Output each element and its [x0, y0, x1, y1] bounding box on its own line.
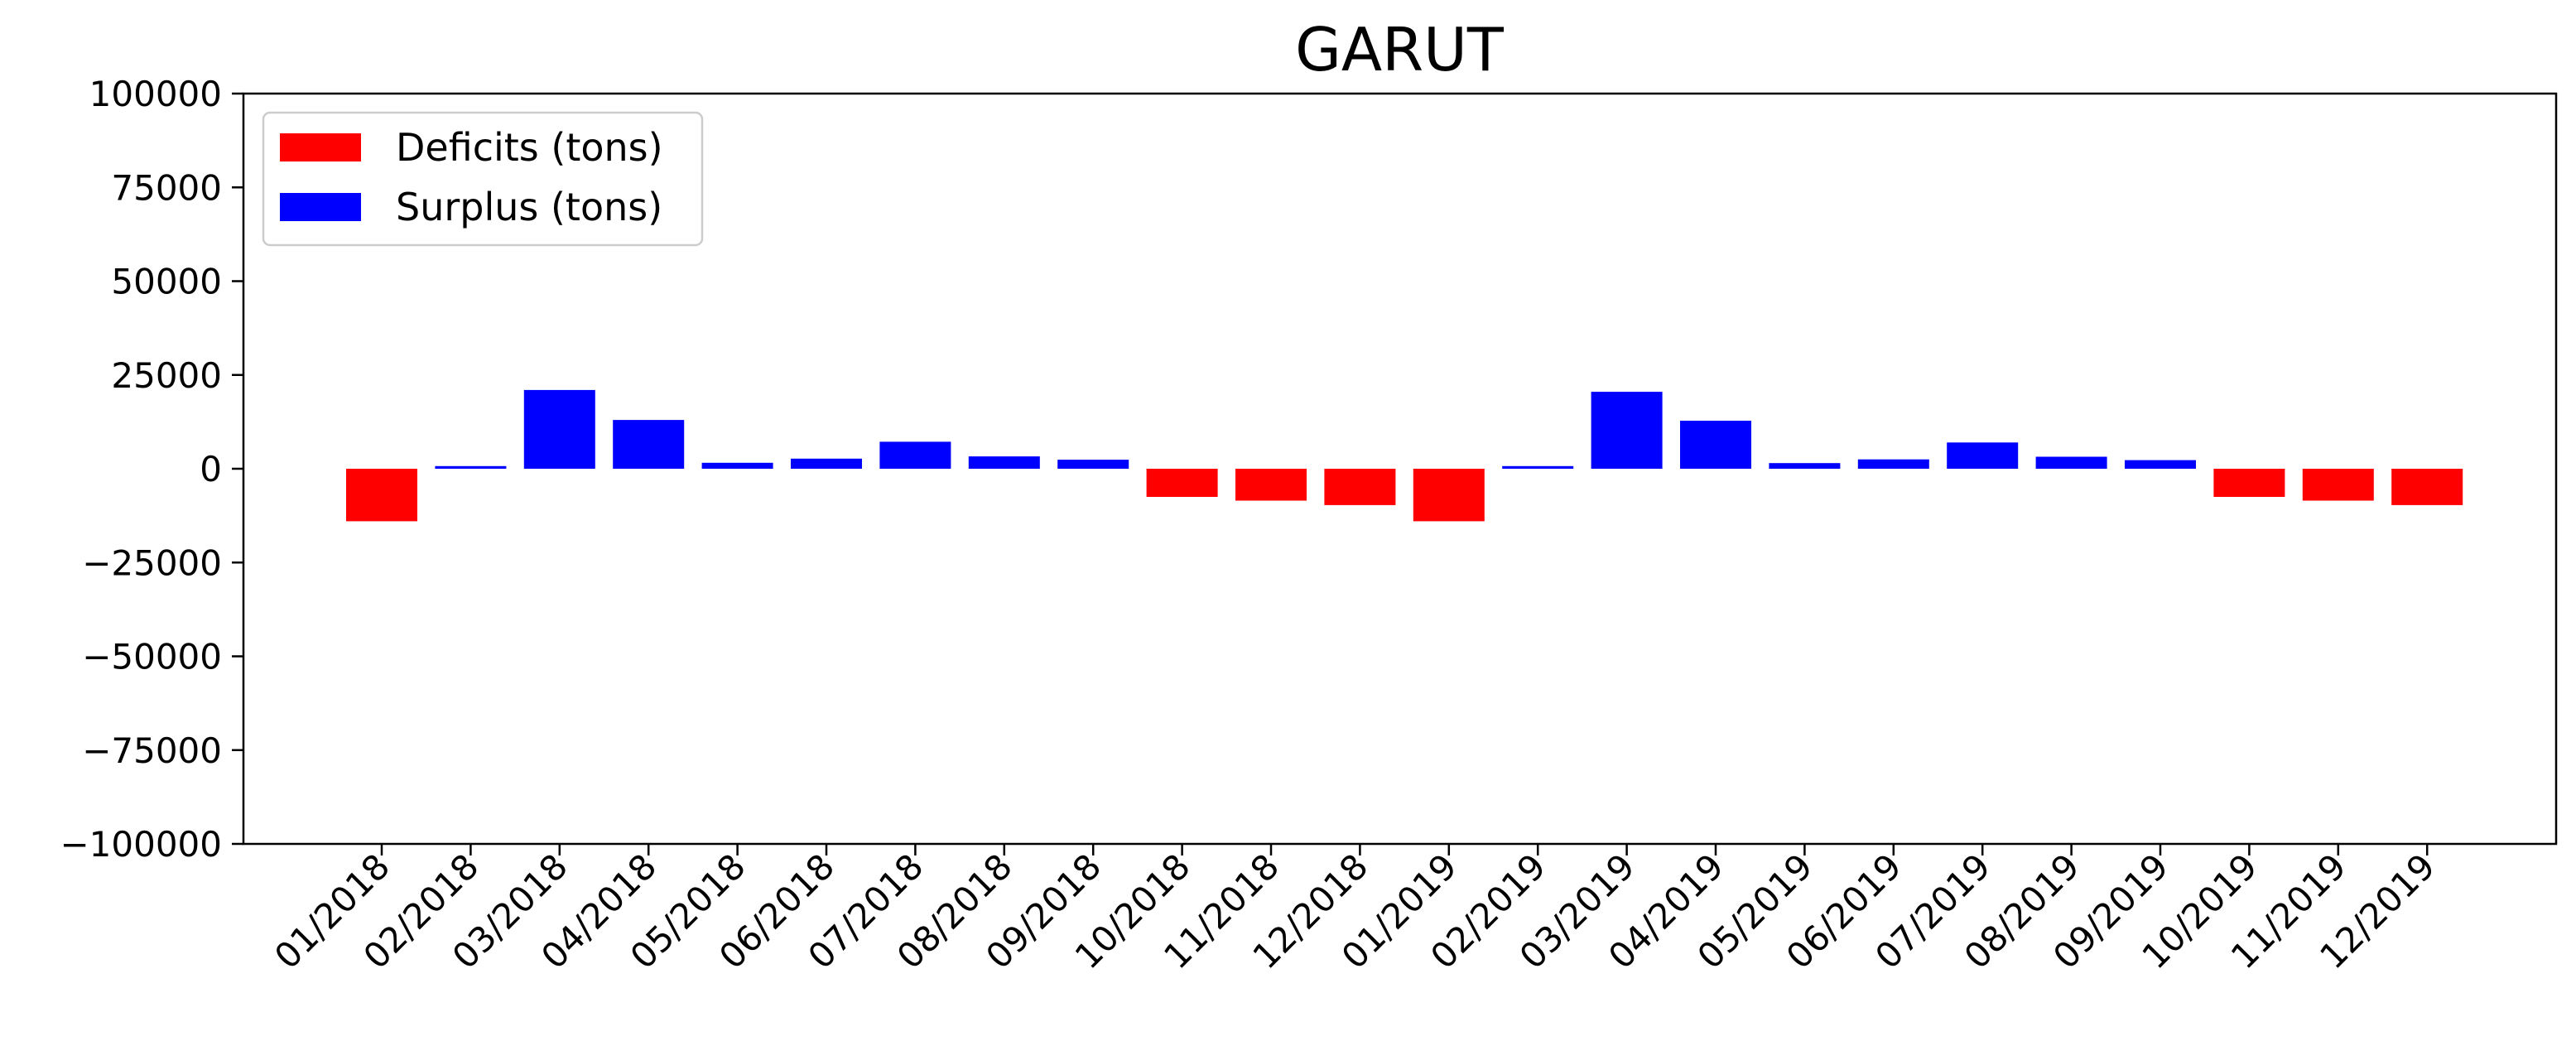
y-tick-label: −50000: [82, 637, 222, 677]
deficit-bar-11-2019: [2302, 469, 2374, 501]
surplus-bar-02-2018: [435, 465, 507, 469]
y-tick-label: −100000: [60, 824, 222, 865]
y-tick-label: 25000: [111, 355, 222, 396]
deficit-bar-12-2018: [1324, 469, 1396, 505]
y-tick-label: 100000: [89, 74, 222, 114]
y-axis: 100000 75000 50000 25000 0 −25000 −50000 −75000…: [60, 74, 243, 865]
deficit-bar-12-2019: [2391, 469, 2463, 505]
surplus-bar-03-2018: [523, 389, 595, 469]
legend: Deficits (tons) Surplus (tons): [262, 111, 704, 247]
surplus-bar-06-2018: [791, 458, 862, 469]
surplus-bar-04-2018: [613, 420, 685, 469]
surplus-bar-08-2018: [968, 456, 1040, 469]
surplus-bar-04-2019: [1680, 421, 1751, 469]
deficit-bar-11-2018: [1235, 469, 1307, 501]
surplus-bar-08-2019: [2035, 456, 2107, 469]
legend-swatch-deficits: [280, 133, 361, 161]
surplus-bar-09-2019: [2125, 460, 2196, 469]
surplus-bar-02-2019: [1502, 465, 1574, 469]
surplus-bar-07-2019: [1947, 442, 2019, 469]
chart-title: GARUT: [1295, 15, 1505, 84]
deficit-bar-01-2018: [346, 469, 417, 522]
legend-box: [262, 111, 704, 247]
deficit-bar-01-2019: [1413, 469, 1485, 522]
surplus-bar-06-2019: [1857, 459, 1929, 469]
deficit-bar-10-2018: [1146, 469, 1218, 497]
y-tick-label: 0: [200, 449, 222, 489]
surplus-bar-07-2018: [879, 441, 951, 469]
legend-label-surplus: Surplus (tons): [396, 185, 662, 229]
surplus-bar-03-2019: [1591, 392, 1663, 469]
surplus-bar-05-2019: [1769, 463, 1841, 469]
plot-area-frame: [242, 92, 2558, 846]
y-tick-label: 50000: [111, 262, 222, 302]
surplus-bar-05-2018: [701, 462, 773, 469]
y-tick-label: −25000: [82, 542, 222, 583]
y-tick-label: −75000: [82, 730, 222, 771]
legend-swatch-surplus: [280, 193, 361, 221]
legend-label-deficits: Deficits (tons): [396, 125, 663, 170]
deficit-bar-10-2019: [2213, 469, 2285, 497]
bars-layer: [346, 389, 2463, 522]
y-tick-label: 75000: [111, 167, 222, 208]
surplus-bar-09-2018: [1057, 460, 1129, 469]
